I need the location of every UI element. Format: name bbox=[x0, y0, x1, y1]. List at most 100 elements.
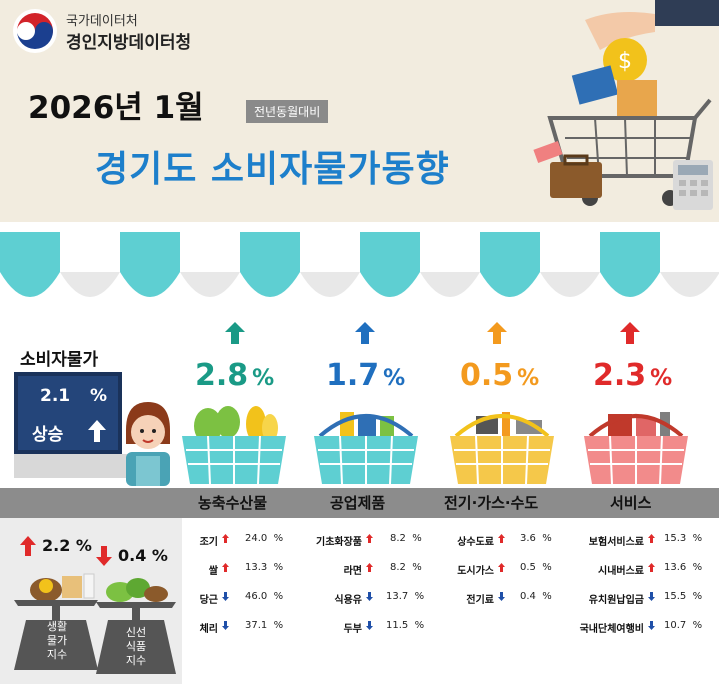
item-name: 상수도료 bbox=[457, 537, 494, 548]
down-arrow-icon bbox=[648, 592, 655, 601]
item-value-number: 10.7 bbox=[664, 620, 687, 631]
item-value-unit: % bbox=[412, 533, 422, 544]
store-awning bbox=[0, 222, 719, 297]
living-index-label: 생활 물가 지수 bbox=[42, 620, 72, 662]
item-value: 37.1 % bbox=[245, 620, 283, 631]
fresh-food-index-label: 신선 식품 지수 bbox=[120, 626, 152, 668]
category-label-services: 서비스 bbox=[610, 494, 652, 512]
item-value: 8.2 % bbox=[390, 562, 422, 573]
cpi-label: 소비자물가 bbox=[20, 350, 99, 370]
item-value-unit: % bbox=[273, 533, 284, 544]
tools-basket-icon bbox=[450, 412, 554, 484]
item-name: 국내단체여행비 bbox=[579, 624, 644, 635]
item-value-number: 3.6 bbox=[520, 533, 536, 544]
down-arrow-icon bbox=[366, 621, 373, 630]
item-name: 라면 bbox=[343, 566, 362, 577]
item-value: 46.0 % bbox=[245, 591, 283, 602]
index-value-number: 0.4 bbox=[118, 546, 147, 565]
org-name-top: 국가데이터처 bbox=[66, 14, 138, 29]
item-value-number: 46.0 bbox=[245, 591, 268, 602]
cpi-unit: % bbox=[90, 386, 108, 406]
index-value-unit: % bbox=[75, 536, 92, 555]
item-value: 0.4 % bbox=[520, 591, 552, 602]
item-value-number: 15.5 bbox=[664, 591, 687, 602]
item-value: 13.7 % bbox=[386, 591, 424, 602]
item-name: 전기료 bbox=[466, 595, 494, 606]
category-value-unit: % bbox=[252, 366, 275, 391]
item-name: 도시가스 bbox=[457, 566, 494, 577]
up-arrow-icon bbox=[225, 322, 245, 344]
item-name: 기초화장품 bbox=[316, 537, 362, 548]
cpi-board: 2.1 % 상승 bbox=[14, 372, 122, 454]
index-value-unit: % bbox=[151, 546, 168, 565]
up-arrow-icon bbox=[648, 534, 655, 543]
category-shelf bbox=[0, 488, 719, 518]
government-emblem-icon bbox=[13, 9, 57, 53]
shop-clerk-icon bbox=[126, 402, 170, 486]
date-title: 2026년 1월 bbox=[28, 90, 204, 126]
item-value-unit: % bbox=[273, 591, 284, 602]
category-value-unit: % bbox=[383, 366, 406, 391]
item-value-number: 37.1 bbox=[245, 620, 268, 631]
svg-text:$: $ bbox=[618, 49, 632, 74]
category-value-services: 2.3% bbox=[593, 358, 672, 393]
index-label-line: 물가 bbox=[46, 634, 68, 647]
fresh-food-index-scale-icon bbox=[96, 578, 176, 674]
up-arrow-icon bbox=[20, 536, 36, 556]
service-basket-icon bbox=[584, 412, 688, 484]
category-value-unit: % bbox=[517, 366, 540, 391]
item-value-number: 13.3 bbox=[245, 562, 268, 573]
item-value-unit: % bbox=[273, 620, 284, 631]
item-value-unit: % bbox=[542, 562, 552, 573]
category-value-number: 2.8 bbox=[195, 358, 249, 393]
down-arrow-icon bbox=[648, 621, 655, 630]
org-name-bottom: 경인지방데이터청 bbox=[66, 33, 192, 53]
item-value-unit: % bbox=[414, 620, 425, 631]
item-value-number: 24.0 bbox=[245, 533, 268, 544]
item-value-unit: % bbox=[692, 620, 703, 631]
item-value-unit: % bbox=[542, 591, 552, 602]
down-arrow-icon bbox=[366, 592, 373, 601]
up-arrow-icon bbox=[498, 563, 505, 572]
category-label-industrial: 공업제품 bbox=[330, 494, 386, 512]
up-arrow-icon bbox=[366, 534, 373, 543]
cpi-value: 2.1 bbox=[40, 386, 71, 406]
item-value-unit: % bbox=[542, 533, 552, 544]
item-value-unit: % bbox=[692, 591, 703, 602]
index-label-line: 지수 bbox=[46, 648, 68, 661]
category-value-number: 2.3 bbox=[593, 358, 647, 393]
page-title: 경기도 소비자물가동향 bbox=[95, 149, 450, 190]
grocery-basket-icon bbox=[314, 412, 418, 484]
header-banner: 국가데이터처 경인지방데이터청 2026년 1월 전년동월대비 경기도 소비자물… bbox=[0, 0, 719, 222]
category-value-utilities: 0.5% bbox=[460, 358, 539, 393]
index-label-line: 지수 bbox=[125, 654, 147, 667]
category-value-number: 1.7 bbox=[326, 358, 380, 393]
item-value-number: 0.4 bbox=[520, 591, 536, 602]
item-value-number: 11.5 bbox=[386, 620, 409, 631]
shopping-cart-illustration-icon: $ bbox=[533, 0, 719, 210]
item-value: 3.6 % bbox=[520, 533, 552, 544]
item-value-number: 13.7 bbox=[386, 591, 409, 602]
item-name: 쌀 bbox=[208, 566, 218, 577]
item-value-number: 8.2 bbox=[390, 533, 406, 544]
item-value: 8.2 % bbox=[390, 533, 422, 544]
item-name: 체리 bbox=[199, 624, 218, 635]
item-value: 0.5 % bbox=[520, 562, 552, 573]
category-value-agri: 2.8% bbox=[195, 358, 274, 393]
item-name: 당근 bbox=[199, 595, 218, 606]
category-value-industrial: 1.7% bbox=[326, 358, 405, 393]
up-arrow-icon bbox=[498, 534, 505, 543]
up-arrow-icon bbox=[366, 563, 373, 572]
item-value: 15.3 % bbox=[664, 533, 702, 544]
item-value: 15.5 % bbox=[664, 591, 702, 602]
index-label-line: 신선 bbox=[125, 626, 147, 639]
item-value: 11.5 % bbox=[386, 620, 424, 631]
up-arrow-icon bbox=[620, 322, 640, 344]
item-name: 유치원납입금 bbox=[588, 595, 644, 606]
item-value-unit: % bbox=[692, 533, 703, 544]
item-name: 조기 bbox=[199, 537, 218, 548]
up-arrow-icon bbox=[222, 534, 229, 543]
item-value: 13.3 % bbox=[245, 562, 283, 573]
item-name: 두부 bbox=[343, 624, 362, 635]
vegetable-basket-icon bbox=[182, 406, 286, 484]
